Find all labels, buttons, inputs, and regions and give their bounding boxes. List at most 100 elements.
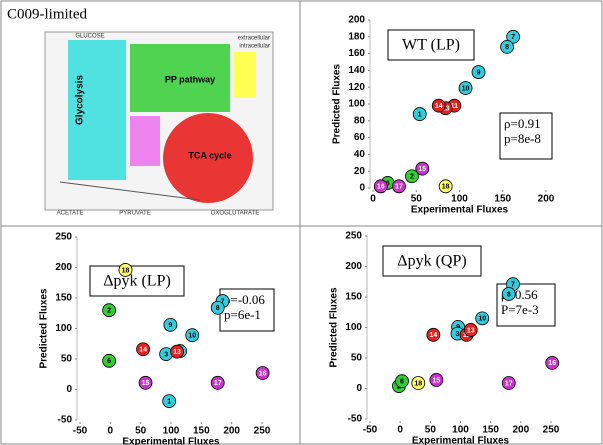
data-point <box>429 373 444 387</box>
x-tick-label: 0 <box>108 426 114 437</box>
x-tick-label: 150 <box>494 194 511 205</box>
point-label: 3 <box>164 351 168 358</box>
point-label: 9 <box>168 322 172 329</box>
title-box <box>387 29 475 61</box>
annotation: p=6e-1 <box>224 307 261 322</box>
point-label: 14 <box>139 347 147 354</box>
diagram-label: Glycolysis <box>75 75 86 125</box>
annotation: p=8e-8 <box>504 131 541 146</box>
x-tick-label: 50 <box>411 194 423 205</box>
point-label: 17 <box>214 380 222 387</box>
point-label: 15 <box>418 166 426 173</box>
region <box>130 116 160 166</box>
point-label: 7 <box>511 34 515 41</box>
y-tick-label: 40 <box>354 149 366 160</box>
data-point <box>185 328 200 343</box>
data-point <box>163 317 178 332</box>
point-label: 6 <box>386 180 390 187</box>
data-point <box>210 375 225 390</box>
point-label: 17 <box>505 380 513 387</box>
diagram-label: PP pathway <box>165 74 215 84</box>
y-tick-label: 140 <box>348 65 365 76</box>
point-label: 7 <box>511 282 515 289</box>
point-label: 14 <box>435 103 443 110</box>
data-point <box>170 344 184 359</box>
x-axis-label: Experimental Fluxes <box>412 436 510 445</box>
y-tick-label: 0 <box>359 183 365 194</box>
data-point <box>136 342 150 357</box>
diagram-label: GLUCOSE <box>75 34 104 40</box>
data-point <box>545 355 560 370</box>
point-label: 8 <box>505 44 509 51</box>
x-tick-label: 250 <box>254 426 271 437</box>
point-label: 13 <box>442 106 450 113</box>
x-tick-label: 50 <box>425 425 437 436</box>
y-tick-label: 50 <box>351 353 363 364</box>
y-tick-label: 250 <box>55 232 72 243</box>
data-point <box>500 39 514 54</box>
point-label: 3 <box>456 331 460 338</box>
y-tick-label: 20 <box>354 166 366 177</box>
pp-region <box>130 44 230 112</box>
diagram-label: intracellular <box>239 44 270 50</box>
x-tick-label: -50 <box>363 425 378 436</box>
data-point <box>463 323 478 337</box>
data-point <box>471 65 486 79</box>
point-label: 6 <box>400 379 404 386</box>
point-label: 18 <box>414 380 422 387</box>
data-point <box>501 287 516 301</box>
tca-region <box>163 113 253 203</box>
point-label: 16 <box>548 360 556 367</box>
y-tick-label: 150 <box>345 292 362 303</box>
point-label: 6 <box>107 358 111 365</box>
data-point <box>118 263 133 277</box>
point-label: 17 <box>395 184 403 191</box>
y-tick-label: 200 <box>348 15 365 26</box>
y-tick-label: 100 <box>345 322 362 333</box>
y-axis-label: Predicted Fluxes <box>329 287 340 367</box>
annotation: ρ=-0.06 <box>224 292 265 307</box>
x-tick-label: 50 <box>135 426 147 437</box>
x-tick-label: 150 <box>482 425 499 436</box>
y-tick-label: 180 <box>348 31 365 42</box>
data-point <box>102 353 117 368</box>
point-label: 16 <box>377 184 385 191</box>
point-label: 7 <box>221 298 225 305</box>
data-point <box>438 179 453 194</box>
point-label: 11 <box>451 103 459 110</box>
diagram-label: PYRUVATE <box>119 211 150 217</box>
y-tick-label: 150 <box>55 293 72 304</box>
x-tick-label: 0 <box>397 425 403 436</box>
point-label: 1 <box>418 111 422 118</box>
point-label: 13 <box>467 327 475 334</box>
y-tick-label: 200 <box>345 261 362 272</box>
point-label: 15 <box>432 377 440 384</box>
connector <box>59 181 201 201</box>
y-tick-label: 200 <box>55 262 72 273</box>
point-label: 8 <box>507 291 511 298</box>
point-label: 1 <box>167 398 171 405</box>
data-point <box>426 327 441 342</box>
x-tick-label: 200 <box>512 425 529 436</box>
data-point <box>506 29 521 44</box>
x-tick-label: 0 <box>370 194 376 205</box>
data-point <box>501 376 516 390</box>
title-box <box>89 265 185 297</box>
diagram-label: extracellular <box>238 36 270 42</box>
y-tick-label: 60 <box>354 132 366 143</box>
data-point <box>392 179 406 194</box>
chart-title: WT (LP) <box>402 37 460 54</box>
x-tick-label: 150 <box>193 426 210 437</box>
x-tick-label: 100 <box>163 426 180 437</box>
x-tick-label: 100 <box>451 194 468 205</box>
y-axis-label: Predicted Fluxes <box>39 288 50 368</box>
point-label: 18 <box>122 267 130 274</box>
y-tick-label: 160 <box>348 48 365 59</box>
point-label: 10 <box>478 316 486 323</box>
data-point <box>458 81 473 95</box>
x-tick-label: 100 <box>452 425 469 436</box>
y-tick-label: 0 <box>356 383 362 394</box>
glycolysis-region <box>68 40 126 180</box>
data-point <box>255 366 270 380</box>
